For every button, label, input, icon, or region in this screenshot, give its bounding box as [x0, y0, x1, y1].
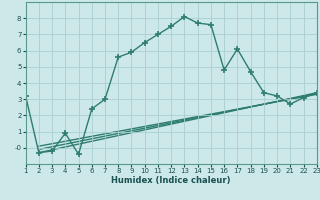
- X-axis label: Humidex (Indice chaleur): Humidex (Indice chaleur): [111, 176, 231, 185]
